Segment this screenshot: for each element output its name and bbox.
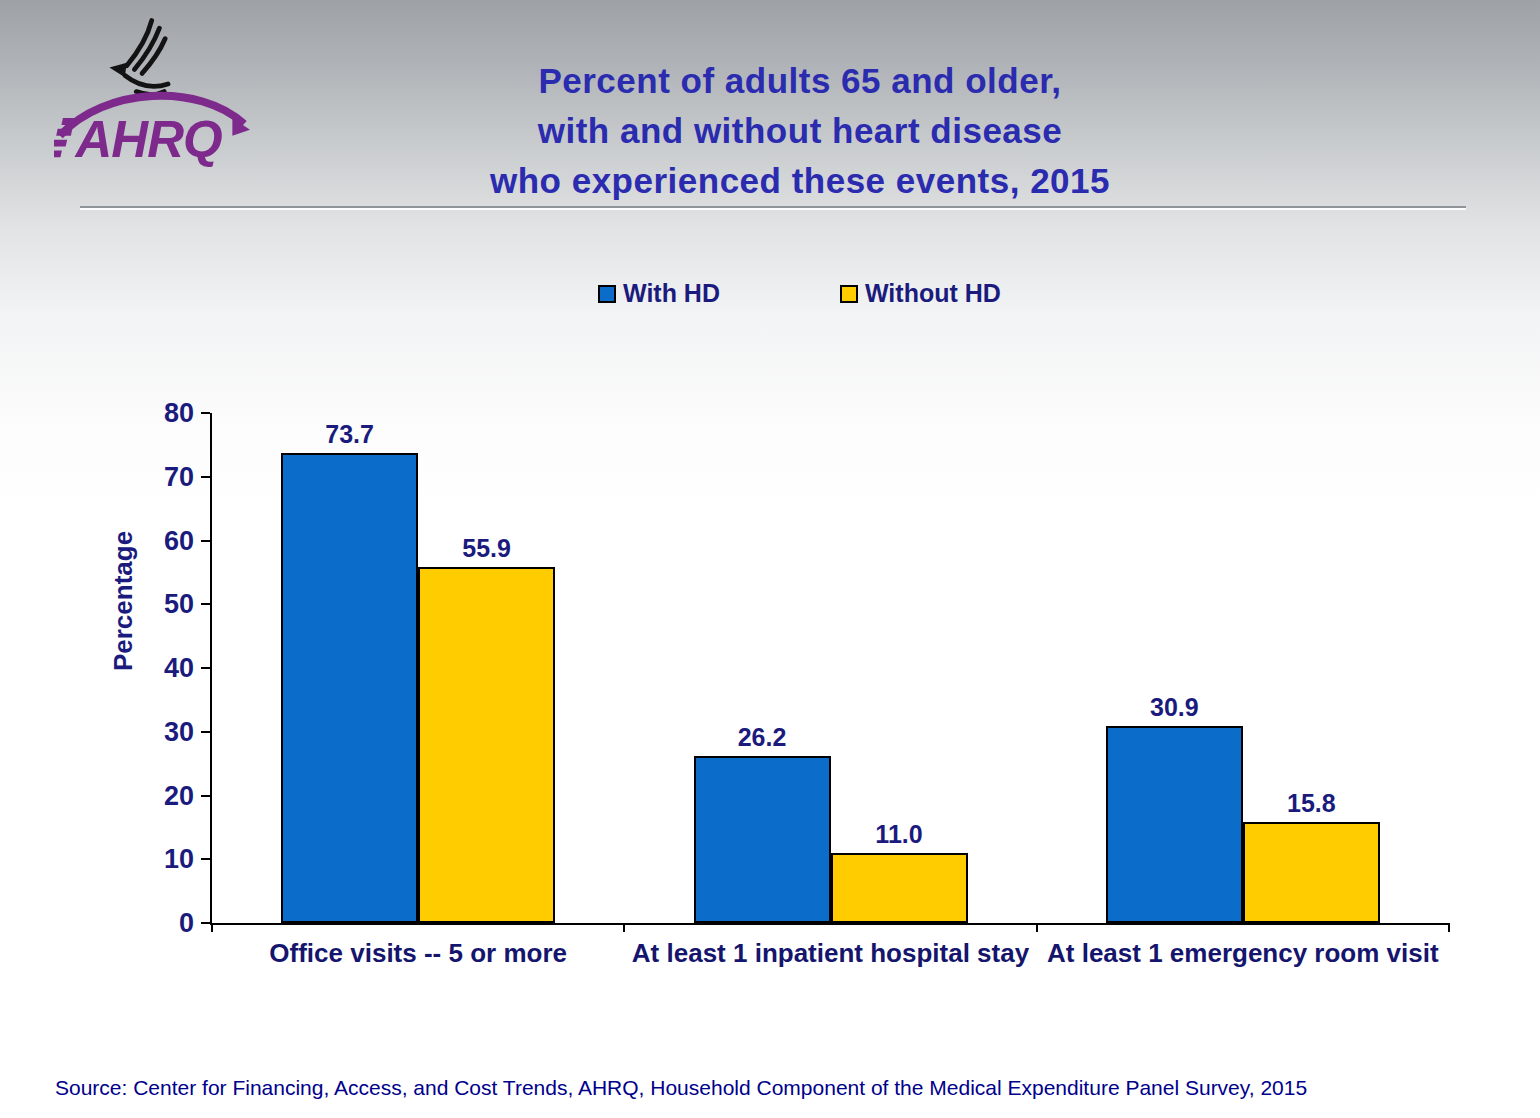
x-tick-mark xyxy=(1036,923,1038,932)
bar-with-hd-at-least-1-emergency-room-visit xyxy=(1106,726,1243,923)
value-label-with-hd-office-visits-5-or-more: 73.7 xyxy=(241,419,458,449)
page-title-line-1: Percent of adults 65 and older, xyxy=(140,56,1460,106)
y-tick-mark xyxy=(201,922,210,924)
bar-with-hd-office-visits-5-or-more xyxy=(281,453,418,923)
y-tick-label: 10 xyxy=(132,844,194,874)
y-tick-label: 70 xyxy=(132,462,194,492)
y-tick-label: 0 xyxy=(132,908,194,938)
value-label-without-hd-office-visits-5-or-more: 55.9 xyxy=(378,533,595,563)
value-label-with-hd-at-least-1-emergency-room-visit: 30.9 xyxy=(1066,692,1283,722)
chart-legend: With HD Without HD xyxy=(598,279,1001,308)
value-label-without-hd-at-least-1-emergency-room-visit: 15.8 xyxy=(1203,788,1420,818)
legend-item-with-hd: With HD xyxy=(598,279,720,308)
y-tick-label: 30 xyxy=(132,717,194,747)
bar-without-hd-at-least-1-emergency-room-visit xyxy=(1243,822,1380,923)
plot-area: 0102030405060708073.755.9Office visits -… xyxy=(210,413,1449,925)
y-tick-label: 20 xyxy=(132,781,194,811)
value-label-with-hd-at-least-1-inpatient-hospital-stay: 26.2 xyxy=(654,722,871,752)
y-tick-label: 60 xyxy=(132,526,194,556)
x-tick-mark xyxy=(623,923,625,932)
x-category-label-at-least-1-inpatient-hospital-stay: At least 1 inpatient hospital stay xyxy=(624,937,1036,969)
x-category-label-at-least-1-emergency-room-visit: At least 1 emergency room visit xyxy=(1037,937,1449,969)
y-tick-label: 80 xyxy=(132,398,194,428)
bar-without-hd-at-least-1-inpatient-hospital-stay xyxy=(831,853,968,923)
y-tick-mark xyxy=(201,795,210,797)
value-label-without-hd-at-least-1-inpatient-hospital-stay: 11.0 xyxy=(791,819,1008,849)
x-tick-mark xyxy=(1448,923,1450,932)
legend-label-without-hd: Without HD xyxy=(865,279,1001,308)
y-tick-mark xyxy=(201,603,210,605)
x-tick-mark xyxy=(211,923,213,932)
legend-item-without-hd: Without HD xyxy=(840,279,1001,308)
x-category-label-office-visits-5-or-more: Office visits -- 5 or more xyxy=(212,937,624,969)
y-tick-mark xyxy=(201,412,210,414)
page-title: Percent of adults 65 and older, with and… xyxy=(140,56,1460,206)
legend-label-with-hd: With HD xyxy=(623,279,720,308)
page-title-line-3: who experienced these events, 2015 xyxy=(140,156,1460,206)
page-title-line-2: with and without heart disease xyxy=(140,106,1460,156)
title-separator xyxy=(80,206,1466,208)
y-tick-mark xyxy=(201,731,210,733)
legend-swatch-with-hd xyxy=(598,285,616,303)
y-tick-label: 40 xyxy=(132,653,194,683)
legend-swatch-without-hd xyxy=(840,285,858,303)
slide-canvas: AHRQ Percent of adults 65 and older, wit… xyxy=(0,0,1540,1118)
y-tick-mark xyxy=(201,667,210,669)
y-tick-mark xyxy=(201,540,210,542)
y-tick-label: 50 xyxy=(132,589,194,619)
y-tick-mark xyxy=(201,476,210,478)
y-tick-mark xyxy=(201,858,210,860)
source-text: Source: Center for Financing, Access, an… xyxy=(55,1076,1455,1100)
bar-without-hd-office-visits-5-or-more xyxy=(418,567,555,923)
